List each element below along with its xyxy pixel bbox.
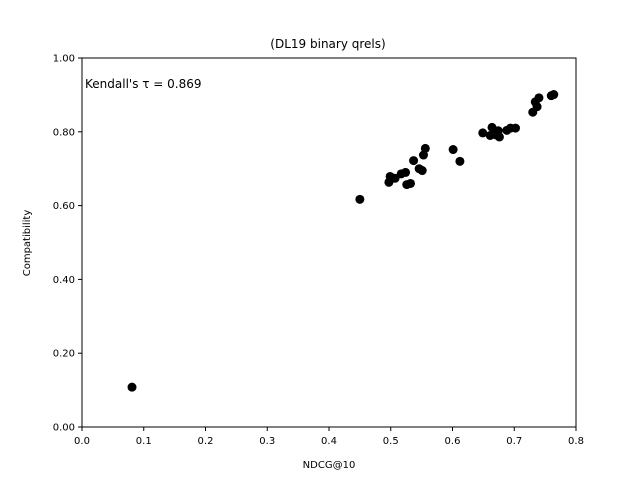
y-tick-label: 0.60 xyxy=(53,201,75,212)
data-point xyxy=(127,382,137,392)
x-tick-label: 0.4 xyxy=(321,436,337,447)
data-point xyxy=(420,143,430,153)
x-tick-label: 0.1 xyxy=(136,436,152,447)
x-axis-label: NDCG@10 xyxy=(303,460,356,471)
data-point xyxy=(409,156,419,166)
data-point xyxy=(355,194,365,204)
data-point xyxy=(406,178,416,188)
chart-title: (DL19 binary qrels) xyxy=(270,37,385,51)
data-point xyxy=(417,166,427,176)
data-point xyxy=(401,167,411,177)
y-tick-label: 0.40 xyxy=(53,275,75,286)
x-tick-label: 0.5 xyxy=(383,436,399,447)
x-tick-label: 0.8 xyxy=(568,436,584,447)
data-point xyxy=(478,128,488,138)
data-point xyxy=(510,123,520,133)
data-point xyxy=(455,156,465,166)
axis-ticks: 0.0 0.1 0.2 0.3 0.4 0.5 0.6 0.7 0.8 0.00 0.20 0.40 0… xyxy=(53,54,584,448)
y-tick-label: 0.00 xyxy=(53,423,75,434)
x-tick-label: 0.6 xyxy=(445,436,461,447)
plot-frame xyxy=(81,57,577,428)
data-point xyxy=(534,93,544,103)
x-tick-label: 0.3 xyxy=(259,436,275,447)
plot-marks xyxy=(127,90,559,392)
data-point xyxy=(448,145,458,155)
x-tick-label: 0.0 xyxy=(74,436,90,447)
kendall-tau-annotation: Kendall's τ = 0.869 xyxy=(85,77,202,91)
y-axis-label: Compatibility xyxy=(22,210,33,277)
y-tick-label: 0.80 xyxy=(53,127,75,138)
x-tick-label: 0.7 xyxy=(506,436,522,447)
y-tick-label: 0.20 xyxy=(53,349,75,360)
y-tick-label: 1.00 xyxy=(53,54,75,65)
x-tick-label: 0.2 xyxy=(198,436,214,447)
data-point xyxy=(494,132,504,142)
data-point xyxy=(549,90,559,100)
data-point xyxy=(532,102,542,112)
